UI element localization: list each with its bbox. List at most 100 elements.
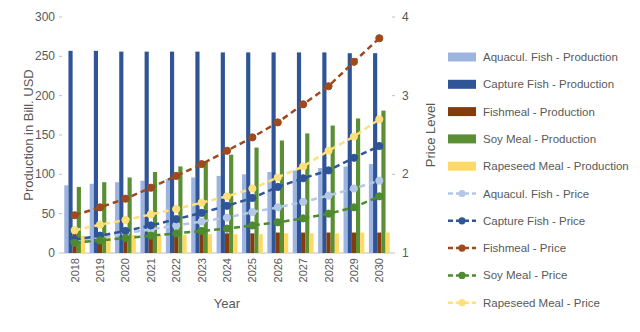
legend: Aquacul. Fish - ProductionCapture Fish -…: [448, 51, 629, 309]
bar: [377, 233, 381, 253]
bar: [200, 233, 204, 253]
price-line: [75, 196, 380, 242]
bar: [284, 233, 288, 253]
legend-swatch: [448, 80, 476, 89]
bar: [81, 236, 85, 253]
price-marker: [223, 214, 230, 221]
y2-tick: [392, 95, 395, 96]
plot-area: [64, 35, 389, 253]
legend-swatch: [448, 53, 476, 62]
y-tick: [59, 174, 62, 175]
x-tick-label: 2029: [348, 258, 360, 282]
bar: [182, 235, 186, 253]
bar: [280, 141, 284, 253]
price-marker: [122, 227, 129, 234]
bar: [233, 234, 237, 253]
bar: [68, 51, 72, 253]
bar: [326, 233, 330, 253]
bar: [369, 164, 373, 253]
y-tick-label: 250: [35, 49, 55, 63]
price-marker: [376, 142, 383, 149]
price-marker: [274, 174, 281, 181]
x-tick-label: 2019: [94, 258, 106, 282]
x-tick-label: 2030: [373, 258, 385, 282]
y2-tick-label: 1: [402, 246, 409, 260]
x-tick-label: 2021: [145, 258, 157, 282]
legend-label: Soy Meal - Price: [483, 269, 567, 281]
price-marker: [173, 205, 180, 212]
price-marker: [274, 204, 281, 211]
legend-swatch: [448, 107, 476, 116]
price-marker: [122, 195, 129, 202]
price-marker: [350, 204, 357, 211]
y-tick-label: 200: [35, 89, 55, 103]
y2-tick: [392, 253, 395, 254]
bar: [305, 133, 309, 253]
bar: [276, 233, 280, 253]
price-marker: [198, 199, 205, 206]
bar: [386, 233, 390, 253]
price-marker: [325, 147, 332, 154]
price-marker: [249, 222, 256, 229]
y-tick: [59, 253, 62, 254]
price-marker: [173, 230, 180, 237]
bar: [309, 233, 313, 253]
x-tick-label: 2018: [69, 258, 81, 282]
bar: [157, 235, 161, 253]
bar: [360, 233, 364, 253]
price-marker: [376, 193, 383, 200]
bar: [128, 177, 132, 253]
price-marker: [223, 225, 230, 232]
price-marker: [96, 204, 103, 211]
legend-swatch: [448, 162, 476, 171]
chart: 0501001502002503001234201820192020202120…: [0, 0, 640, 332]
price-marker: [350, 58, 357, 65]
bar: [331, 126, 335, 253]
price-marker: [325, 210, 332, 217]
price-marker: [274, 183, 281, 190]
price-marker: [96, 237, 103, 244]
price-marker: [122, 234, 129, 241]
price-marker: [376, 116, 383, 123]
bar: [259, 234, 263, 253]
price-marker: [147, 184, 154, 191]
price-marker: [274, 119, 281, 126]
price-marker: [71, 212, 78, 219]
bar: [64, 185, 68, 253]
bar: [217, 176, 221, 253]
price-marker: [122, 216, 129, 223]
y-tick: [59, 213, 62, 214]
y-tick: [59, 95, 62, 96]
price-marker: [249, 185, 256, 192]
price-marker: [223, 202, 230, 209]
price-marker: [223, 147, 230, 154]
price-marker: [300, 198, 307, 205]
price-line: [75, 181, 380, 242]
price-marker: [173, 172, 180, 179]
bar: [352, 233, 356, 253]
x-tick-label: 2023: [196, 258, 208, 282]
price-line: [75, 119, 380, 230]
legend-label: Rapeseed Meal - Production: [483, 160, 629, 172]
price-marker: [198, 218, 205, 225]
price-marker: [376, 177, 383, 184]
bar: [267, 172, 271, 253]
x-tick-label: 2022: [170, 258, 182, 282]
y-tick: [59, 135, 62, 136]
bar: [373, 53, 377, 253]
bar: [115, 182, 119, 253]
bar: [335, 233, 339, 253]
legend-label: Fishmeal - Production: [483, 106, 595, 118]
y-axis-title: Production in Bill. USD: [21, 69, 36, 201]
bar: [297, 52, 301, 253]
x-tick-label: 2020: [119, 258, 131, 282]
price-marker: [325, 192, 332, 199]
price-marker: [350, 185, 357, 192]
price-marker: [300, 175, 307, 182]
price-marker: [325, 83, 332, 90]
y-tick-label: 50: [42, 207, 56, 221]
bar: [204, 161, 208, 253]
price-marker: [300, 215, 307, 222]
y-tick: [59, 56, 62, 57]
y-tick-label: 0: [48, 246, 55, 260]
